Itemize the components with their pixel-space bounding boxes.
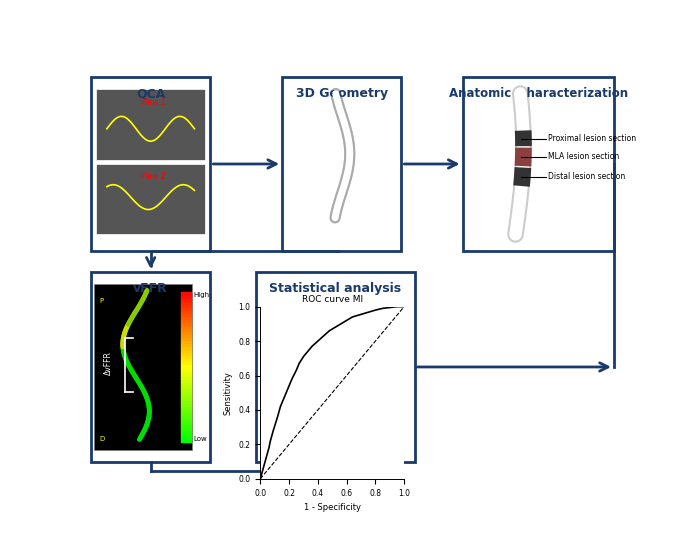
Bar [181, 328, 190, 331]
Bar [181, 400, 190, 403]
Bar [181, 301, 190, 305]
FancyBboxPatch shape [91, 77, 210, 251]
Bar [181, 373, 190, 376]
Bar [181, 319, 190, 322]
Text: Anatomic  characterization: Anatomic characterization [449, 87, 627, 101]
Text: D: D [99, 436, 104, 442]
Bar [181, 427, 190, 430]
Bar [181, 391, 190, 394]
FancyBboxPatch shape [462, 77, 614, 251]
Bar [181, 436, 190, 438]
Text: Low: Low [193, 436, 207, 442]
Text: Proximal lesion section: Proximal lesion section [549, 134, 636, 143]
Bar [181, 293, 190, 295]
Bar [181, 438, 190, 442]
Bar [181, 412, 190, 415]
Bar [181, 433, 190, 436]
FancyBboxPatch shape [282, 77, 401, 251]
Bar [181, 397, 190, 400]
Bar [181, 310, 190, 313]
Bar [181, 358, 190, 361]
Bar [181, 334, 190, 337]
Bar [181, 340, 190, 343]
FancyBboxPatch shape [91, 272, 210, 462]
Bar [181, 382, 190, 385]
Bar [181, 331, 190, 334]
Bar [181, 421, 190, 423]
Bar [181, 299, 190, 301]
FancyBboxPatch shape [96, 89, 205, 160]
Bar [181, 313, 190, 316]
Bar [181, 430, 190, 433]
Bar [181, 343, 190, 346]
Text: P: P [99, 298, 103, 303]
Text: ΔvFFR: ΔvFFR [104, 351, 113, 375]
Text: High: High [193, 293, 210, 299]
Bar [181, 423, 190, 427]
Bar [181, 394, 190, 397]
Bar [181, 385, 190, 388]
Bar [181, 322, 190, 325]
FancyBboxPatch shape [94, 284, 192, 450]
Bar [181, 349, 190, 352]
X-axis label: 1 - Specificity: 1 - Specificity [303, 503, 361, 512]
Bar [181, 316, 190, 319]
Text: Statistical analysis: Statistical analysis [269, 282, 401, 295]
Bar [181, 295, 190, 299]
Bar [181, 367, 190, 370]
Text: Distal lesion section: Distal lesion section [549, 172, 625, 181]
Text: View 1: View 1 [140, 98, 165, 107]
Bar [181, 417, 190, 421]
Bar [181, 403, 190, 406]
Text: View 2: View 2 [140, 172, 165, 181]
Bar [181, 409, 190, 412]
Bar [181, 364, 190, 367]
Text: QCA: QCA [136, 87, 165, 101]
Text: 3D Geometry: 3D Geometry [296, 87, 388, 101]
Bar [181, 337, 190, 340]
Y-axis label: Sensitivity: Sensitivity [224, 371, 233, 415]
Title: ROC curve MI: ROC curve MI [301, 295, 363, 305]
Bar [181, 370, 190, 373]
Text: MLA lesion section: MLA lesion section [549, 152, 620, 161]
Bar [181, 355, 190, 358]
Bar [181, 415, 190, 417]
Bar [181, 376, 190, 379]
FancyBboxPatch shape [96, 164, 205, 235]
Bar [181, 307, 190, 310]
Bar [181, 305, 190, 307]
Bar [181, 352, 190, 355]
Bar [181, 406, 190, 409]
Bar [181, 379, 190, 382]
Bar [181, 325, 190, 328]
Text: vFFR: vFFR [134, 282, 168, 295]
Bar [181, 346, 190, 349]
Bar [181, 361, 190, 364]
FancyBboxPatch shape [256, 272, 414, 462]
Bar [181, 388, 190, 391]
